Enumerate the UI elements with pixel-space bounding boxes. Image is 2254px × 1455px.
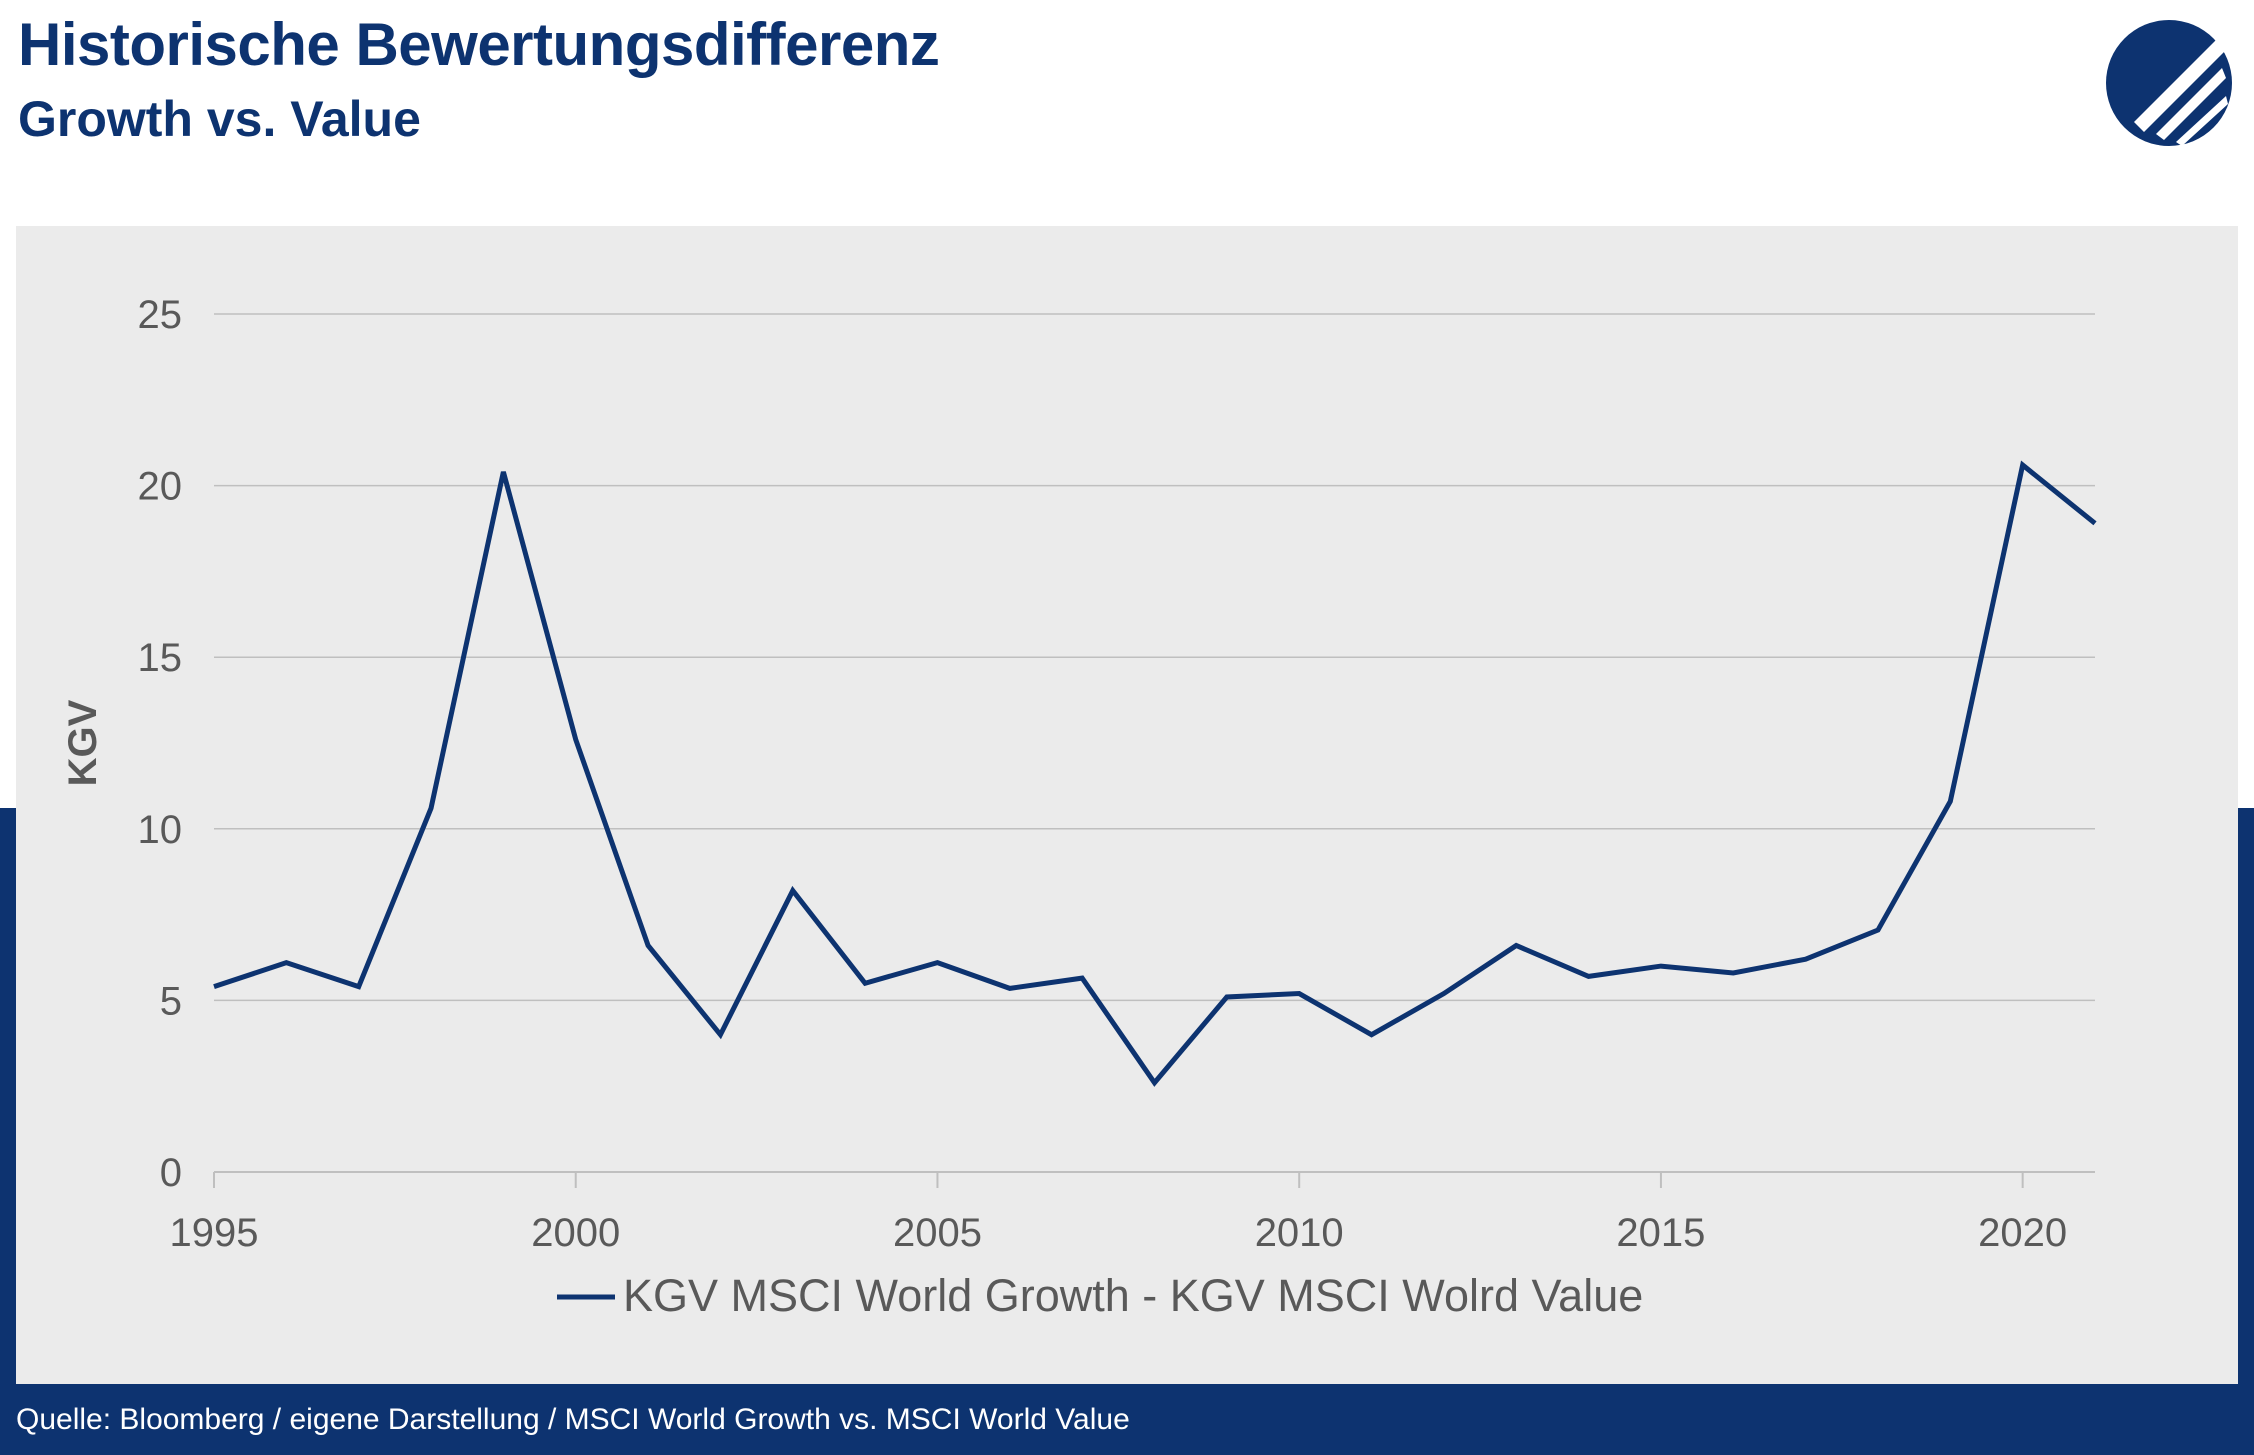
y-tick-label: 5 <box>160 979 182 1023</box>
x-tick-label: 1995 <box>170 1211 259 1255</box>
y-tick-label: 25 <box>138 293 183 337</box>
legend-label: KGV MSCI World Growth - KGV MSCI Wolrd V… <box>623 1270 1643 1321</box>
source-note: Quelle: Bloomberg / eigene Darstellung /… <box>16 1403 1130 1436</box>
y-tick-label: 20 <box>138 465 183 509</box>
x-tick-label: 2000 <box>531 1211 620 1255</box>
chart-title: Historische Bewertungsdifferenz <box>18 11 940 78</box>
x-tick-label: 2020 <box>1978 1211 2067 1255</box>
chart-subtitle: Growth vs. Value <box>18 91 421 147</box>
line-chart: 0 5 10 15 20 25 1995 2000 2005 2010 2015 2020 KGV KGV… <box>61 293 2097 1321</box>
series-line <box>213 460 2097 1087</box>
x-tick-label: 2010 <box>1255 1211 1344 1255</box>
y-tick-label: 0 <box>160 1151 182 1195</box>
x-tick-label: 2005 <box>893 1211 982 1255</box>
y-axis-title: KGV <box>61 699 105 786</box>
y-tick-label: 15 <box>138 636 183 680</box>
company-logo-icon <box>2106 20 2232 146</box>
y-tick-label: 10 <box>138 808 183 852</box>
x-tick-label: 2015 <box>1616 1211 1705 1255</box>
chart-panel: 0 5 10 15 20 25 1995 2000 2005 2010 2015 2020 KGV KGV… <box>16 226 2238 1384</box>
